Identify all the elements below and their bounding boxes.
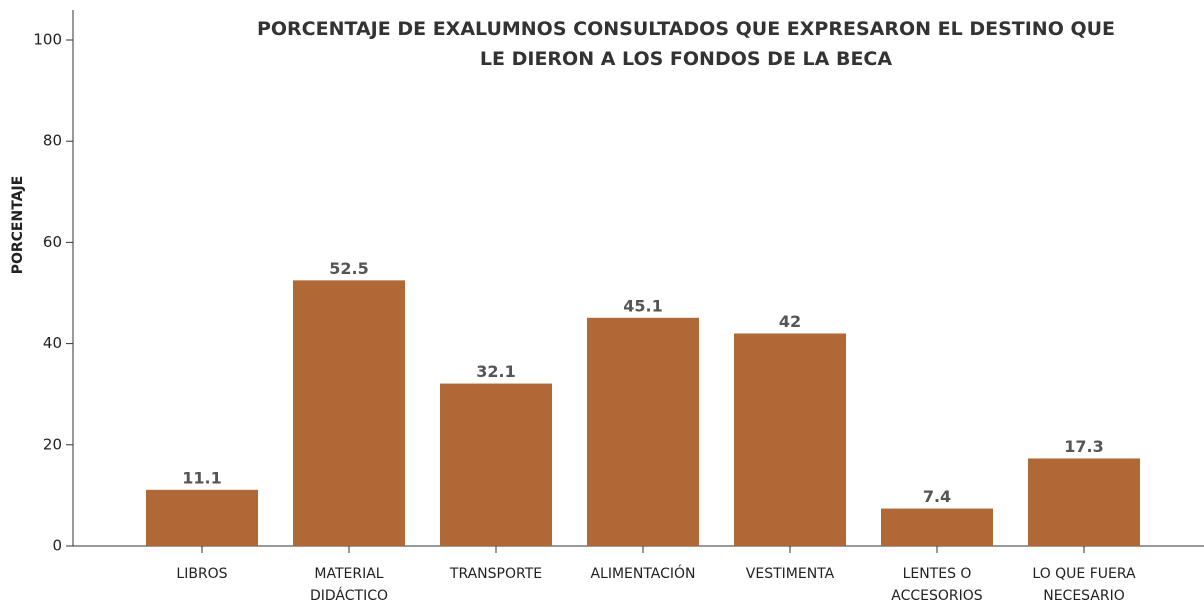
value-label: 45.1 bbox=[623, 296, 662, 315]
bar bbox=[587, 317, 699, 546]
y-tick-label: 20 bbox=[43, 435, 62, 453]
x-tick-label: LIBROS bbox=[176, 566, 228, 582]
bar bbox=[440, 383, 552, 546]
x-tick-label: TRANSPORTE bbox=[449, 566, 543, 582]
chart-title: PORCENTAJE DE EXALUMNOS CONSULTADOS QUE … bbox=[256, 18, 1116, 70]
x-tick-label: ALIMENTACIÓN bbox=[590, 566, 696, 582]
y-tick-label: 0 bbox=[52, 537, 62, 555]
y-axis-label: PORCENTAJE bbox=[10, 176, 26, 275]
value-label: 7.4 bbox=[923, 487, 951, 506]
y-tick-label: 80 bbox=[43, 132, 62, 150]
value-label: 17.3 bbox=[1064, 437, 1103, 456]
x-tick-label: VESTIMENTA bbox=[745, 566, 835, 582]
y-tick-label: 60 bbox=[43, 233, 62, 251]
bar bbox=[293, 280, 405, 546]
bar bbox=[1028, 458, 1140, 546]
y-tick-label: 100 bbox=[33, 31, 62, 49]
x-tick-label: MATERIAL DIDÁCTICO bbox=[309, 566, 389, 604]
x-tick-label: LO QUE FUERA NECESARIO bbox=[1032, 566, 1136, 604]
bar bbox=[146, 489, 258, 546]
value-label: 11.1 bbox=[182, 468, 221, 487]
value-label: 42 bbox=[779, 312, 801, 331]
y-tick-label: 40 bbox=[43, 334, 62, 352]
x-tick-label: LENTES O ACCESORIOS bbox=[891, 566, 983, 604]
value-label: 52.5 bbox=[329, 259, 368, 278]
bar bbox=[734, 333, 846, 546]
value-label: 32.1 bbox=[476, 362, 515, 381]
bar bbox=[881, 508, 993, 546]
